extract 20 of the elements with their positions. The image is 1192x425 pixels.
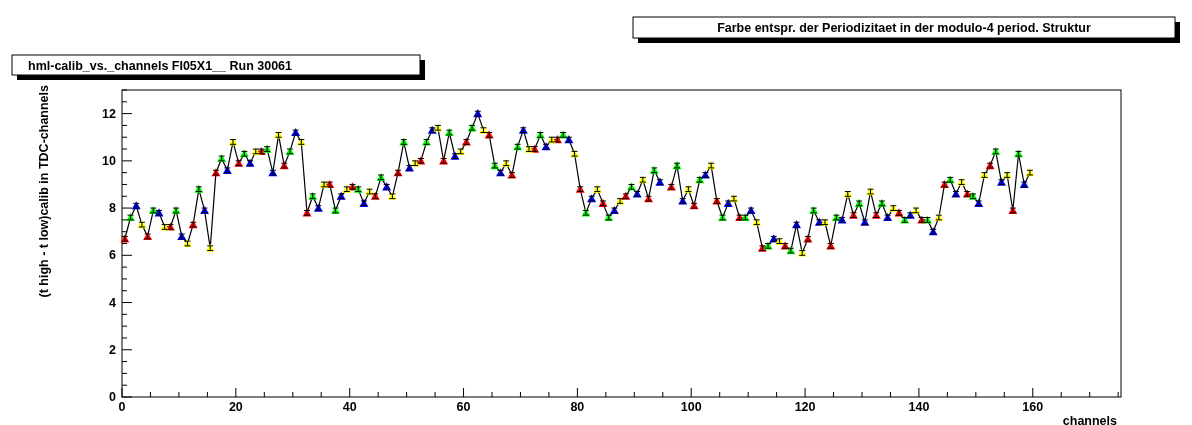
- x-tick-label: 160: [1022, 400, 1044, 414]
- x-tick-label: 0: [118, 400, 126, 414]
- y-tick-label: 10: [102, 153, 117, 168]
- y-tick-label: 0: [109, 390, 117, 404]
- y-tick-label: 2: [109, 342, 117, 357]
- y-tick-label: 12: [102, 106, 117, 121]
- x-tick-label: 120: [794, 400, 816, 414]
- y-tick-label: 4: [109, 295, 117, 310]
- y-axis-title: (t high - t low)calib in TDC-channels: [37, 84, 51, 298]
- x-tick-label: 80: [570, 400, 585, 414]
- y-tick-label: 8: [109, 201, 117, 216]
- x-tick-label: 40: [342, 400, 357, 414]
- x-tick-label: 20: [228, 400, 243, 414]
- x-tick-label: 140: [908, 400, 930, 414]
- x-axis-title: channels: [1062, 414, 1118, 425]
- x-tick-label: 60: [456, 400, 471, 414]
- chart-subtitle: Farbe entspr. der Periodizitaet in der modulo-4 period. Struktur: [717, 21, 1091, 35]
- chart-title: hml-calib_vs._channels FI05X1__ Run 30061: [28, 59, 293, 73]
- y-tick-label: 6: [109, 248, 117, 263]
- x-tick-label: 100: [680, 400, 702, 414]
